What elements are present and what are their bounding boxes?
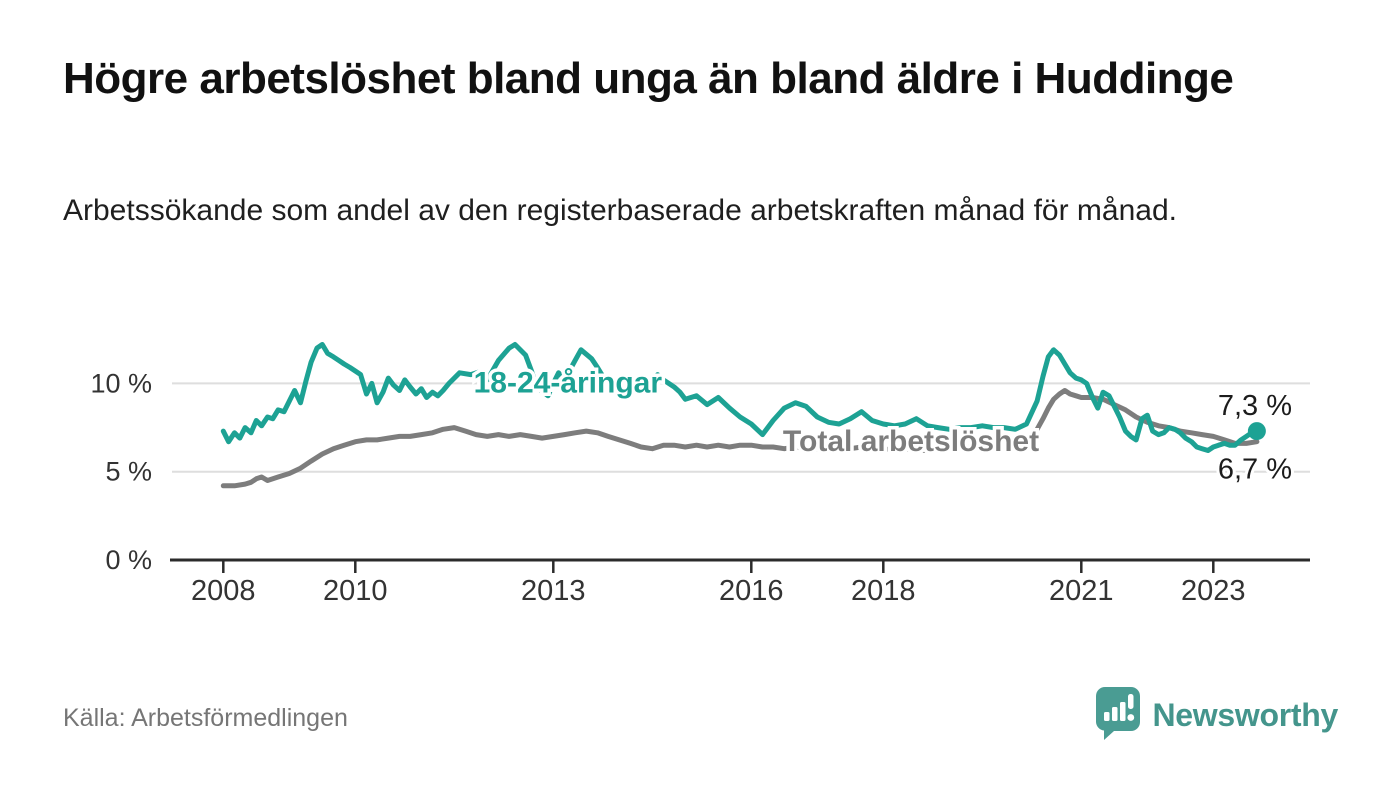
latest-value-dot	[1247, 422, 1266, 441]
end-value-label: 7,3 %	[1218, 390, 1292, 422]
unemployment-line-chart: 0 % 5 % 10 % 2008 2010 2013 2016 2018 2021 2023 18…	[0, 300, 1400, 640]
x-axis-label: 2021	[1049, 575, 1114, 607]
chart-subtitle: Arbetssökande som andel av den registerb…	[63, 194, 1177, 227]
end-value-label: 6,7 %	[1218, 454, 1292, 486]
y-axis-label: 0 %	[105, 545, 152, 575]
x-axis-label: 2008	[191, 575, 256, 607]
newsworthy-brand: Newsworthy	[1095, 686, 1339, 745]
source-attribution: Källa: Arbetsförmedlingen	[63, 704, 348, 732]
newsworthy-wordmark: Newsworthy	[1152, 696, 1339, 733]
series-line-total	[220, 388, 1260, 489]
x-axis-label: 2016	[719, 575, 784, 607]
line-chart-canvas: 0 % 5 % 10 % 2008 2010 2013 2016 2018 2021 2023 18…	[90, 342, 1310, 607]
series-inline-label: Total arbetslöshet	[783, 425, 1039, 458]
page-title: Högre arbetslöshet bland unga än bland ä…	[63, 54, 1234, 103]
series-line-youth	[220, 342, 1260, 453]
series-inline-label: 18-24-åringar	[474, 367, 663, 400]
x-axis-label: 2010	[323, 575, 388, 607]
newsworthy-logo-icon	[1095, 686, 1141, 745]
x-axis-label: 2013	[521, 575, 586, 607]
x-axis-label: 2023	[1181, 575, 1246, 607]
y-axis-label: 5 %	[105, 457, 152, 487]
y-axis-label: 10 %	[90, 368, 152, 398]
x-axis-label: 2018	[851, 575, 916, 607]
